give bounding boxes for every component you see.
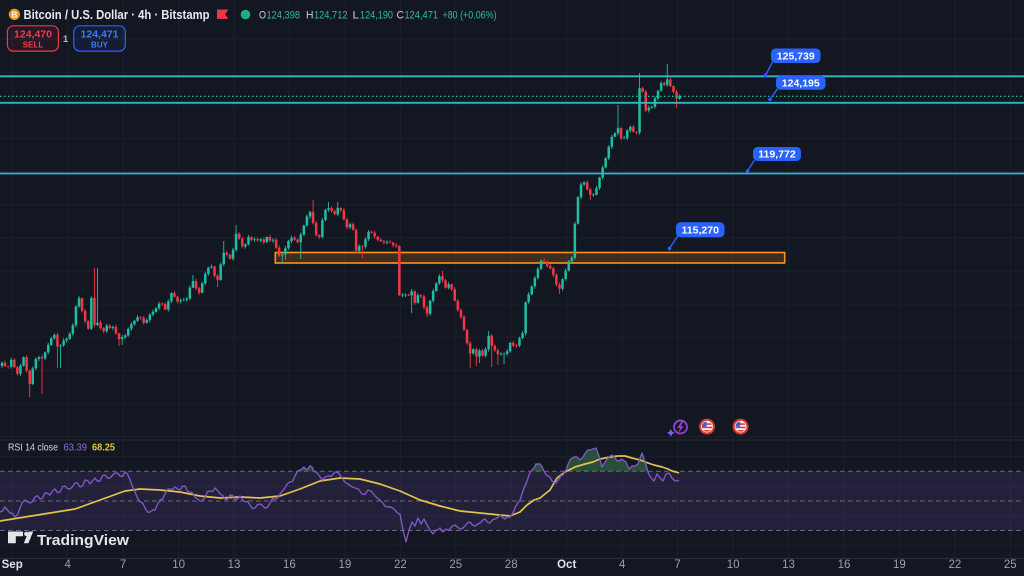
svg-text:7: 7	[674, 559, 680, 571]
svg-text:B: B	[11, 10, 17, 20]
svg-text:Sep: Sep	[2, 559, 23, 571]
svg-text:O: O	[259, 10, 266, 22]
svg-text:22: 22	[949, 559, 962, 571]
svg-text:19: 19	[339, 559, 352, 571]
svg-text:22: 22	[394, 559, 407, 571]
svg-text:25: 25	[449, 559, 462, 571]
svg-text:L: L	[353, 10, 360, 22]
svg-text:124,470: 124,470	[14, 29, 52, 41]
svg-text:H: H	[306, 10, 314, 22]
svg-text:125,739: 125,739	[777, 50, 815, 62]
svg-text:25: 25	[1004, 559, 1017, 571]
svg-text:Oct: Oct	[557, 559, 576, 571]
svg-text:SELL: SELL	[23, 41, 44, 50]
svg-text:7: 7	[120, 559, 126, 571]
svg-text:+80 (+0.06%): +80 (+0.06%)	[443, 10, 497, 22]
svg-text:68.25: 68.25	[92, 442, 115, 454]
svg-text:C: C	[397, 10, 405, 22]
svg-text:RSI 14 close: RSI 14 close	[8, 442, 58, 454]
svg-text:119,772: 119,772	[758, 149, 796, 161]
svg-text:13: 13	[228, 559, 241, 571]
svg-text:19: 19	[893, 559, 906, 571]
svg-text:16: 16	[838, 559, 851, 571]
svg-text:124,471: 124,471	[81, 29, 119, 41]
svg-text:4: 4	[619, 559, 626, 571]
svg-text:10: 10	[727, 559, 740, 571]
svg-text:124,195: 124,195	[782, 78, 820, 90]
svg-text:16: 16	[283, 559, 296, 571]
svg-text:28: 28	[505, 559, 518, 571]
svg-text:13: 13	[782, 559, 795, 571]
svg-text:124,190: 124,190	[360, 10, 393, 22]
svg-text:TradingView: TradingView	[37, 532, 129, 549]
svg-text:Bitcoin / U.S. Dollar · 4h · B: Bitcoin / U.S. Dollar · 4h · Bitstamp	[24, 8, 210, 22]
svg-text:4: 4	[64, 559, 71, 571]
svg-text:115,270: 115,270	[682, 225, 720, 237]
svg-text:1: 1	[63, 34, 69, 45]
svg-text:124,712: 124,712	[314, 10, 348, 22]
svg-text:124,398: 124,398	[267, 10, 301, 22]
svg-text:BUY: BUY	[91, 41, 109, 50]
svg-text:10: 10	[172, 559, 185, 571]
svg-text:124,471: 124,471	[405, 10, 439, 22]
svg-text:63.39: 63.39	[64, 442, 88, 454]
